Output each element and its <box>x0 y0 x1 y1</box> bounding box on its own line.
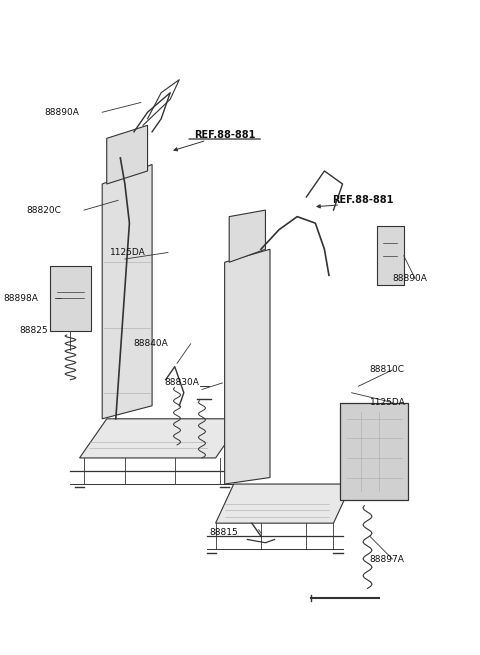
Polygon shape <box>216 484 352 523</box>
Text: 88815: 88815 <box>209 529 238 538</box>
FancyBboxPatch shape <box>50 265 91 331</box>
Text: 88810C: 88810C <box>370 365 405 375</box>
Text: 88840A: 88840A <box>133 339 168 348</box>
Text: 88897A: 88897A <box>370 555 405 563</box>
FancyBboxPatch shape <box>340 403 408 500</box>
FancyBboxPatch shape <box>377 227 404 285</box>
Text: REF.88-881: REF.88-881 <box>194 130 255 140</box>
Text: 88820C: 88820C <box>26 206 61 215</box>
Polygon shape <box>107 125 147 184</box>
Text: 88890A: 88890A <box>45 108 80 117</box>
Text: 1125DA: 1125DA <box>109 248 145 257</box>
Polygon shape <box>80 419 243 458</box>
Text: 88825: 88825 <box>19 326 48 335</box>
Polygon shape <box>225 250 270 484</box>
Polygon shape <box>102 164 152 419</box>
Polygon shape <box>229 210 265 262</box>
Text: 88830A: 88830A <box>165 379 200 388</box>
Text: 88898A: 88898A <box>4 293 39 303</box>
Text: 88890A: 88890A <box>393 274 427 283</box>
Text: REF.88-881: REF.88-881 <box>332 195 394 205</box>
Text: 1125DA: 1125DA <box>370 398 406 407</box>
